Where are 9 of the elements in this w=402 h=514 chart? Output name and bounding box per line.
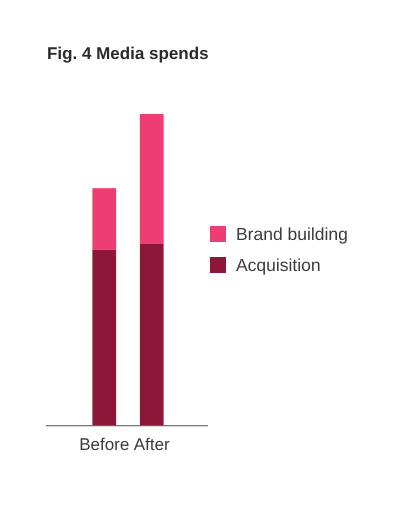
bar bbox=[140, 114, 164, 244]
x-tick-label: After bbox=[134, 435, 170, 454]
chart-title: Fig. 4 Media spends bbox=[47, 44, 209, 63]
bar bbox=[140, 244, 164, 426]
x-tick-label: Before bbox=[79, 435, 130, 454]
legend-label: Acquisition bbox=[236, 255, 321, 276]
bar bbox=[92, 188, 116, 250]
bar bbox=[92, 250, 116, 426]
legend-label: Brand building bbox=[236, 224, 348, 244]
